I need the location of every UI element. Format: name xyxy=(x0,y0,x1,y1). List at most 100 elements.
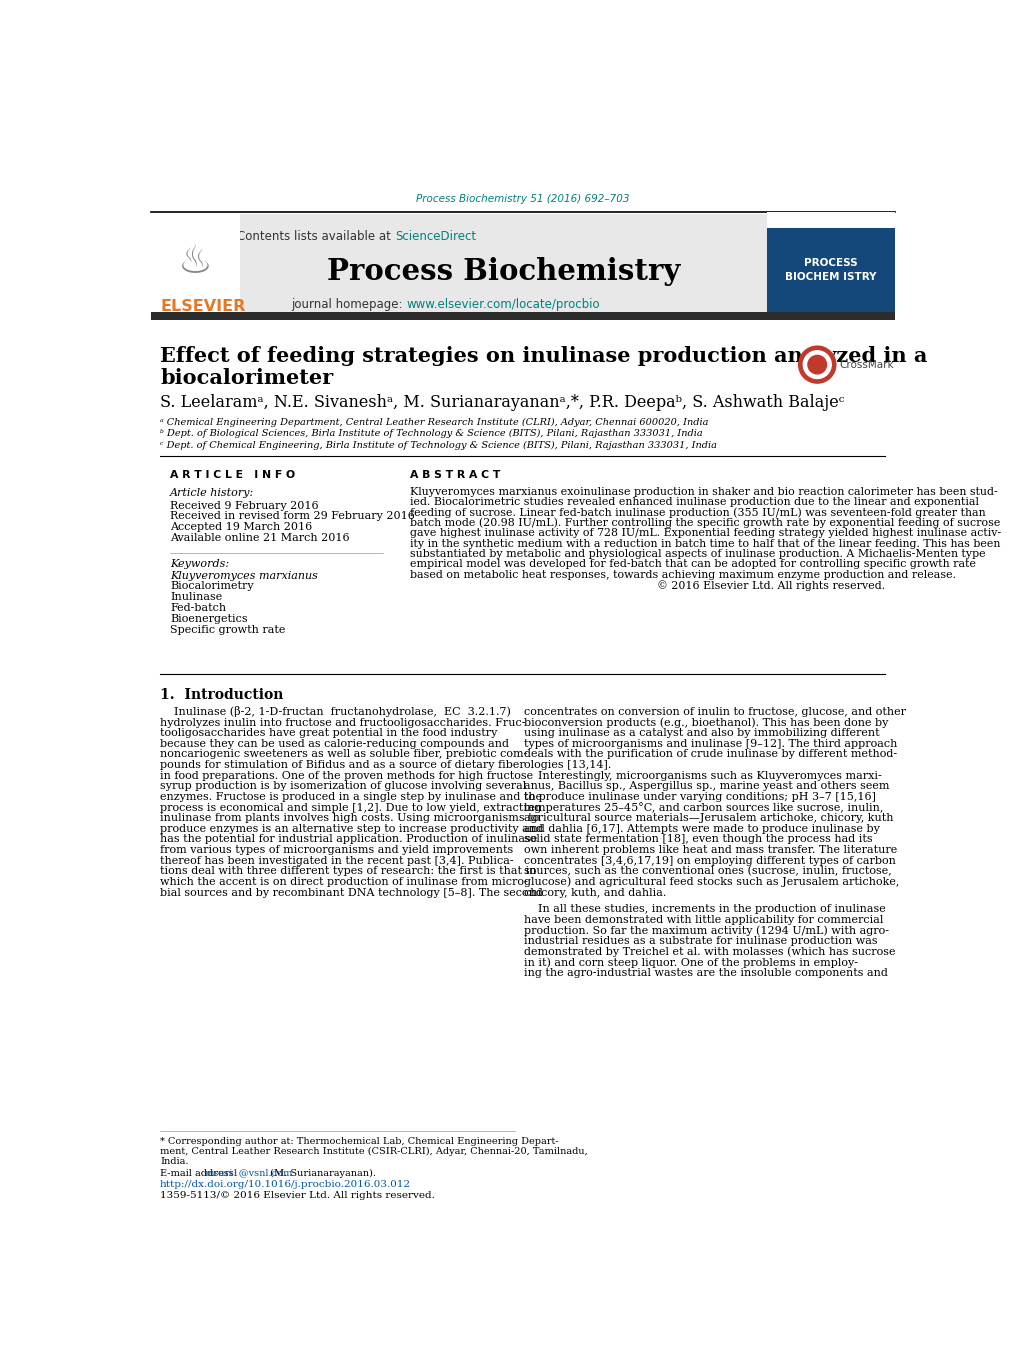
Text: chicory, kuth, and dahlia.: chicory, kuth, and dahlia. xyxy=(524,888,666,897)
Bar xyxy=(766,215,894,316)
Text: types of microorganisms and inulinase [9–12]. The third approach: types of microorganisms and inulinase [9… xyxy=(524,739,897,748)
Text: ᵃ Chemical Engineering Department, Central Leather Research Institute (CLRI), Ad: ᵃ Chemical Engineering Department, Centr… xyxy=(160,417,708,427)
Text: Effect of feeding strategies on inulinase production analyzed in a: Effect of feeding strategies on inulinas… xyxy=(160,346,926,366)
Text: demonstrated by Treichel et al. with molasses (which has sucrose: demonstrated by Treichel et al. with mol… xyxy=(524,947,895,957)
Text: S. Leelaramᵃ, N.E. Sivaneshᵃ, M. Surianarayananᵃ,*, P.R. Deepaᵇ, S. Ashwath Bala: S. Leelaramᵃ, N.E. Sivaneshᵃ, M. Suriana… xyxy=(160,394,844,411)
Text: inulinase from plants involves high costs. Using microorganisms to: inulinase from plants involves high cost… xyxy=(160,813,539,823)
Text: (M. Surianarayanan).: (M. Surianarayanan). xyxy=(267,1169,376,1178)
Circle shape xyxy=(798,346,835,384)
Bar xyxy=(766,212,894,227)
Text: syrup production is by isomerization of glucose involving several: syrup production is by isomerization of … xyxy=(160,781,526,792)
Text: sources, such as the conventional ones (sucrose, inulin, fructose,: sources, such as the conventional ones (… xyxy=(524,866,892,877)
Text: In all these studies, increments in the production of inulinase: In all these studies, increments in the … xyxy=(524,904,886,915)
Text: enzymes. Fructose is produced in a single step by inulinase and the: enzymes. Fructose is produced in a singl… xyxy=(160,792,542,802)
Text: bioconversion products (e.g., bioethanol). This has been done by: bioconversion products (e.g., bioethanol… xyxy=(524,717,888,728)
Text: noncariogenic sweeteners as well as soluble fiber, prebiotic com-: noncariogenic sweeteners as well as solu… xyxy=(160,750,527,759)
Text: Article history:: Article history: xyxy=(170,488,254,499)
Text: Kluyveromyces marxianus: Kluyveromyces marxianus xyxy=(170,570,318,581)
Text: CrossMark: CrossMark xyxy=(839,359,893,370)
Text: Received 9 February 2016: Received 9 February 2016 xyxy=(170,500,319,511)
Text: Accepted 19 March 2016: Accepted 19 March 2016 xyxy=(170,521,312,532)
Text: pounds for stimulation of Bifidus and as a source of dietary fiber: pounds for stimulation of Bifidus and as… xyxy=(160,761,525,770)
Text: Kluyveromyces marxianus exoinulinase production in shaker and bio reaction calor: Kluyveromyces marxianus exoinulinase pro… xyxy=(410,486,998,497)
Text: ied. Biocalorimetric studies revealed enhanced inulinase production due to the l: ied. Biocalorimetric studies revealed en… xyxy=(410,497,978,507)
Text: biocalorimeter: biocalorimeter xyxy=(160,367,333,388)
Bar xyxy=(151,215,239,316)
Text: Contents lists available at: Contents lists available at xyxy=(237,230,394,243)
Text: bial sources and by recombinant DNA technology [5–8]. The second: bial sources and by recombinant DNA tech… xyxy=(160,888,542,897)
Text: Specific growth rate: Specific growth rate xyxy=(170,624,285,635)
Text: feeding of sucrose. Linear fed-batch inulinase production (355 IU/mL) was sevent: feeding of sucrose. Linear fed-batch inu… xyxy=(410,507,985,517)
Text: thereof has been investigated in the recent past [3,4]. Publica-: thereof has been investigated in the rec… xyxy=(160,855,514,866)
Text: Process Biochemistry: Process Biochemistry xyxy=(326,257,680,286)
Bar xyxy=(239,215,766,316)
Text: empirical model was developed for fed-batch that can be adopted for controlling : empirical model was developed for fed-ba… xyxy=(410,559,975,569)
Text: anus, Bacillus sp., Aspergillus sp., marine yeast and others seem: anus, Bacillus sp., Aspergillus sp., mar… xyxy=(524,781,889,792)
Text: batch mode (20.98 IU/mL). Further controlling the specific growth rate by expone: batch mode (20.98 IU/mL). Further contro… xyxy=(410,517,1000,528)
Text: production. So far the maximum activity (1294 U/mL) with agro-: production. So far the maximum activity … xyxy=(524,925,889,936)
Text: tions deal with three different types of research: the first is that in: tions deal with three different types of… xyxy=(160,866,536,877)
Text: Received in revised form 29 February 2016: Received in revised form 29 February 201… xyxy=(170,511,415,521)
Text: ing the agro-industrial wastes are the insoluble components and: ing the agro-industrial wastes are the i… xyxy=(524,969,888,978)
Text: industrial residues as a substrate for inulinase production was: industrial residues as a substrate for i… xyxy=(524,936,877,946)
Text: www.elsevier.com/locate/procbio: www.elsevier.com/locate/procbio xyxy=(407,299,599,311)
Text: 1359-5113/© 2016 Elsevier Ltd. All rights reserved.: 1359-5113/© 2016 Elsevier Ltd. All right… xyxy=(160,1192,434,1200)
Text: A B S T R A C T: A B S T R A C T xyxy=(410,470,500,480)
Text: India.: India. xyxy=(160,1156,189,1166)
Text: ᶜ Dept. of Chemical Engineering, Birla Institute of Technology & Science (BITS),: ᶜ Dept. of Chemical Engineering, Birla I… xyxy=(160,440,716,450)
Circle shape xyxy=(807,355,825,374)
Text: concentrates [3,4,6,17,19] on employing different types of carbon: concentrates [3,4,6,17,19] on employing … xyxy=(524,855,896,866)
Text: journal homepage:: journal homepage: xyxy=(291,299,407,311)
Text: gave highest inulinase activity of 728 IU/mL. Exponential feeding strategy yield: gave highest inulinase activity of 728 I… xyxy=(410,528,1001,538)
Text: temperatures 25–45°C, and carbon sources like sucrose, inulin,: temperatures 25–45°C, and carbon sources… xyxy=(524,802,882,813)
Text: substantiated by metabolic and physiological aspects of inulinase production. A : substantiated by metabolic and physiolog… xyxy=(410,549,985,559)
Text: produce enzymes is an alternative step to increase productivity and: produce enzymes is an alternative step t… xyxy=(160,824,542,834)
Text: tooligosaccharides have great potential in the food industry: tooligosaccharides have great potential … xyxy=(160,728,497,738)
Text: have been demonstrated with little applicability for commercial: have been demonstrated with little appli… xyxy=(524,915,882,925)
Text: agricultural source materials—Jerusalem artichoke, chicory, kuth: agricultural source materials—Jerusalem … xyxy=(524,813,893,823)
Text: process is economical and simple [1,2]. Due to low yield, extracting: process is economical and simple [1,2]. … xyxy=(160,802,541,812)
Text: ologies [13,14].: ologies [13,14]. xyxy=(524,761,611,770)
Text: PROCESS
BIOCHEM ISTRY: PROCESS BIOCHEM ISTRY xyxy=(784,258,875,281)
Text: in food preparations. One of the proven methods for high fructose: in food preparations. One of the proven … xyxy=(160,770,533,781)
Text: Process Biochemistry 51 (2016) 692–703: Process Biochemistry 51 (2016) 692–703 xyxy=(416,195,629,204)
Text: hydrolyzes inulin into fructose and fructooligosaccharides. Fruc-: hydrolyzes inulin into fructose and fruc… xyxy=(160,717,525,728)
Text: to produce inulinase under varying conditions; pH 3–7 [15,16]: to produce inulinase under varying condi… xyxy=(524,792,875,802)
Text: Biocalorimetry: Biocalorimetry xyxy=(170,581,254,592)
Circle shape xyxy=(803,351,830,378)
Text: ᵇ Dept. of Biological Sciences, Birla Institute of Technology & Science (BITS), : ᵇ Dept. of Biological Sciences, Birla In… xyxy=(160,430,702,439)
Text: deals with the purification of crude inulinase by different method-: deals with the purification of crude inu… xyxy=(524,750,897,759)
Text: Interestingly, microorganisms such as Kluyveromyces marxi-: Interestingly, microorganisms such as Kl… xyxy=(524,770,881,781)
Text: © 2016 Elsevier Ltd. All rights reserved.: © 2016 Elsevier Ltd. All rights reserved… xyxy=(656,580,884,590)
Text: and dahlia [6,17]. Attempts were made to produce inulinase by: and dahlia [6,17]. Attempts were made to… xyxy=(524,824,879,834)
Text: solid state fermentation [18], even though the process had its: solid state fermentation [18], even thou… xyxy=(524,835,872,844)
Text: because they can be used as calorie-reducing compounds and: because they can be used as calorie-redu… xyxy=(160,739,508,748)
Text: in it) and corn steep liquor. One of the problems in employ-: in it) and corn steep liquor. One of the… xyxy=(524,957,857,967)
Text: ment, Central Leather Research Institute (CSIR-CLRI), Adyar, Chennai-20, Tamilna: ment, Central Leather Research Institute… xyxy=(160,1147,587,1156)
Text: using inulinase as a catalyst and also by immobilizing different: using inulinase as a catalyst and also b… xyxy=(524,728,879,738)
Bar xyxy=(151,312,894,320)
Text: ScienceDirect: ScienceDirect xyxy=(394,230,476,243)
Text: ity in the synthetic medium with a reduction in batch time to half that of the l: ity in the synthetic medium with a reduc… xyxy=(410,539,1000,549)
Text: http://dx.doi.org/10.1016/j.procbio.2016.03.012: http://dx.doi.org/10.1016/j.procbio.2016… xyxy=(160,1181,411,1189)
Text: E-mail address:: E-mail address: xyxy=(160,1169,239,1178)
Text: ELSEVIER: ELSEVIER xyxy=(160,299,246,313)
Text: msuri1@vsnl.com: msuri1@vsnl.com xyxy=(205,1169,293,1178)
Text: 1.  Introduction: 1. Introduction xyxy=(160,688,283,703)
Text: * Corresponding author at: Thermochemical Lab, Chemical Engineering Depart-: * Corresponding author at: Thermochemica… xyxy=(160,1138,558,1146)
Text: concentrates on conversion of inulin to fructose, glucose, and other: concentrates on conversion of inulin to … xyxy=(524,707,906,717)
Text: Bioenergetics: Bioenergetics xyxy=(170,613,248,624)
Text: Inulinase: Inulinase xyxy=(170,592,222,603)
Text: Fed-batch: Fed-batch xyxy=(170,603,226,613)
Text: ♨: ♨ xyxy=(178,243,213,281)
Text: has the potential for industrial application. Production of inulinase: has the potential for industrial applica… xyxy=(160,835,537,844)
Text: own inherent problems like heat and mass transfer. The literature: own inherent problems like heat and mass… xyxy=(524,844,897,855)
Text: Available online 21 March 2016: Available online 21 March 2016 xyxy=(170,532,350,543)
Text: which the accent is on direct production of inulinase from micro-: which the accent is on direct production… xyxy=(160,877,527,886)
Text: Keywords:: Keywords: xyxy=(170,559,229,569)
Text: A R T I C L E   I N F O: A R T I C L E I N F O xyxy=(170,470,294,480)
Text: from various types of microorganisms and yield improvements: from various types of microorganisms and… xyxy=(160,844,513,855)
Text: glucose) and agricultural feed stocks such as Jerusalem artichoke,: glucose) and agricultural feed stocks su… xyxy=(524,877,899,888)
Text: based on metabolic heat responses, towards achieving maximum enzyme production a: based on metabolic heat responses, towar… xyxy=(410,570,956,580)
Text: Inulinase (β-2, 1-D-fructan  fructanohydrolase,  EC  3.2.1.7): Inulinase (β-2, 1-D-fructan fructanohydr… xyxy=(160,707,511,717)
